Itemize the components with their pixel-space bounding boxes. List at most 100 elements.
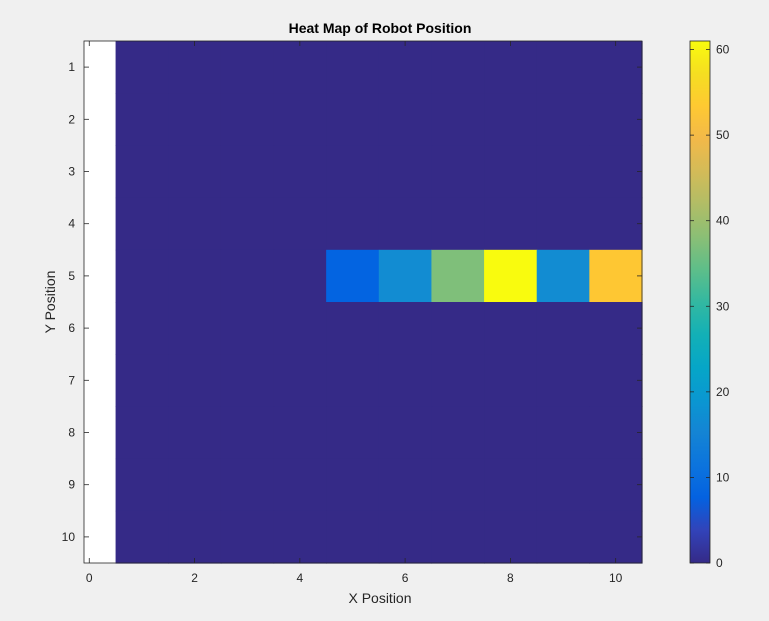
heatmap-cell — [273, 354, 327, 407]
heatmap-cell — [273, 406, 327, 460]
x-tick-label: 8 — [507, 571, 514, 585]
heatmap-cell — [168, 197, 222, 251]
heatmap-cell — [220, 249, 275, 303]
heatmap-cell — [220, 41, 275, 94]
heatmap-cell — [484, 406, 538, 460]
x-tick-label: 6 — [402, 571, 409, 585]
y-tick-label: 3 — [68, 165, 75, 179]
heatmap-cell — [431, 41, 485, 94]
x-tick-label: 0 — [86, 571, 93, 585]
heatmap-cell — [326, 510, 380, 564]
heatmap-cell — [326, 197, 380, 251]
heatmap-cell — [589, 406, 643, 460]
x-axis-ticks: 0 2 4 6 8 10 — [86, 41, 623, 585]
heatmap-cell — [168, 249, 222, 303]
heatmap-cell — [536, 249, 590, 303]
heatmap-cell — [115, 145, 169, 199]
heatmap-cell — [168, 354, 222, 407]
heatmap-cell — [431, 93, 485, 146]
heatmap-cell — [273, 93, 327, 146]
heatmap-cell — [431, 145, 485, 199]
colorbar-tick-label: 10 — [716, 470, 730, 484]
y-tick-label: 6 — [68, 321, 75, 335]
y-tick-label: 1 — [68, 60, 75, 74]
colorbar-ticks: 0 10 20 30 40 50 60 — [690, 43, 730, 570]
heatmap-cell — [589, 93, 643, 146]
heatmap-cell — [484, 41, 538, 94]
heatmap-cell — [484, 354, 538, 407]
y-tick-label: 9 — [68, 478, 75, 492]
heatmap-cell — [431, 406, 485, 460]
heatmap-cell — [589, 510, 643, 564]
heatmap-cell — [484, 458, 538, 512]
heatmap-cell — [484, 510, 538, 564]
heatmap-cell — [168, 93, 222, 146]
heatmap-cell — [220, 93, 275, 146]
heatmap-cell — [431, 249, 485, 303]
heatmap-cell — [220, 354, 275, 407]
heatmap-cell — [431, 197, 485, 251]
heatmap-cell — [168, 510, 222, 564]
heatmap-cell — [589, 197, 643, 251]
colorbar-gradient — [689, 40, 711, 564]
heatmap-cell — [220, 458, 275, 512]
y-tick-label: 2 — [68, 112, 75, 126]
y-tick-label: 5 — [68, 269, 75, 283]
heatmap-cell — [589, 354, 643, 407]
heatmap-cell — [484, 145, 538, 199]
y-tick-label: 4 — [68, 217, 75, 231]
colorbar-tick-label: 50 — [716, 128, 730, 142]
heatmap-cell — [168, 458, 222, 512]
heatmap-cell — [378, 249, 433, 303]
heatmap-cell — [273, 510, 327, 564]
heatmap-cell — [326, 93, 380, 146]
heatmap-cell — [536, 93, 590, 146]
y-tick-label: 10 — [62, 530, 76, 544]
heatmap-cell — [326, 354, 380, 407]
heatmap-cell — [589, 41, 643, 94]
colorbar-tick-label: 20 — [716, 385, 730, 399]
heatmap-cell — [115, 302, 169, 355]
y-tick-label: 8 — [68, 426, 75, 440]
x-tick-label: 10 — [609, 571, 623, 585]
heatmap-cell — [536, 510, 590, 564]
heatmap-cell — [168, 41, 222, 94]
heatmap-cells — [115, 41, 643, 564]
heatmap-cell — [115, 406, 169, 460]
heatmap-cell — [378, 302, 433, 355]
heatmap-cell — [431, 354, 485, 407]
heatmap-cell — [115, 93, 169, 146]
heatmap-cell — [484, 302, 538, 355]
heatmap-cell — [378, 458, 433, 512]
heatmap-cell — [536, 302, 590, 355]
heatmap-cell — [168, 302, 222, 355]
heatmap-cell — [273, 302, 327, 355]
heatmap-cell — [115, 458, 169, 512]
heatmap-cell — [326, 41, 380, 94]
heatmap-cell — [431, 510, 485, 564]
heatmap-cell — [536, 41, 590, 94]
heatmap-cell — [536, 354, 590, 407]
heatmap-cell — [168, 406, 222, 460]
heatmap-cell — [378, 510, 433, 564]
heatmap-cell — [115, 249, 169, 303]
heatmap-cell — [378, 41, 433, 94]
y-tick-label: 7 — [68, 373, 75, 387]
heatmap-cell — [484, 249, 538, 303]
axes-frame — [83, 40, 643, 564]
heatmap-cell — [115, 197, 169, 251]
heatmap-cell — [273, 197, 327, 251]
x-tick-label: 2 — [191, 571, 198, 585]
colorbar-tick-label: 30 — [716, 299, 730, 313]
x-tick-label: 4 — [296, 571, 303, 585]
colorbar-tick-label: 60 — [716, 43, 730, 57]
heatmap-cell — [484, 197, 538, 251]
heatmap-cell — [326, 249, 380, 303]
heatmap-cell — [115, 510, 169, 564]
heatmap-cell — [536, 197, 590, 251]
heatmap-cell — [536, 458, 590, 512]
heatmap-cell — [273, 41, 327, 94]
heatmap-cell — [273, 145, 327, 199]
heatmap-cell — [326, 458, 380, 512]
